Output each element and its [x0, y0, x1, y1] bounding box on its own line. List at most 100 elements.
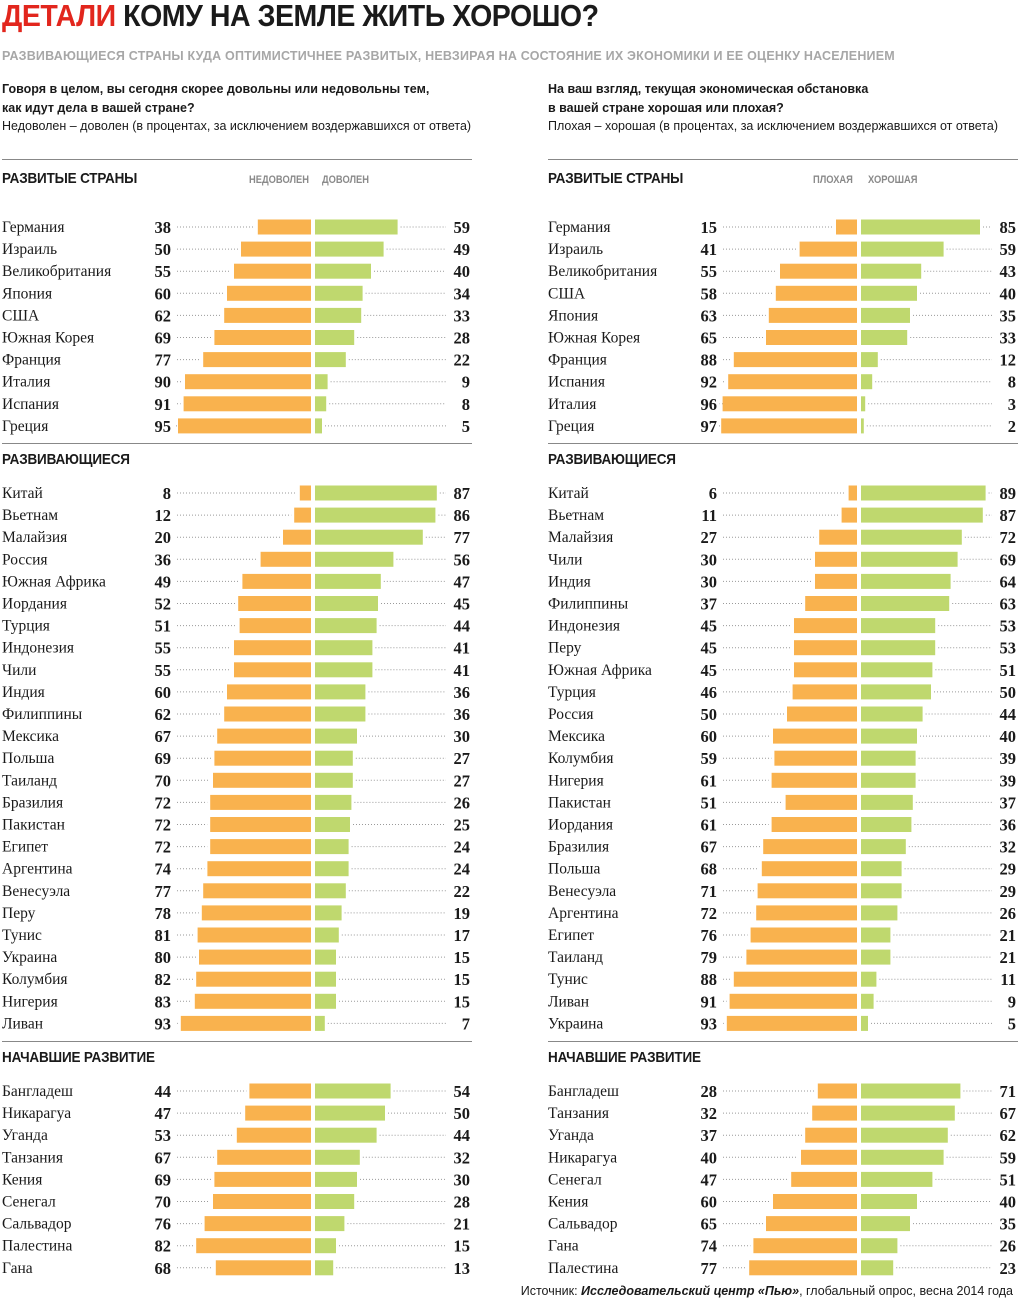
country-label: Танзания	[548, 1105, 609, 1122]
negative-bar	[722, 396, 857, 412]
negative-bar	[801, 1149, 857, 1165]
negative-value-label: 36	[155, 550, 172, 569]
positive-value-label: 39	[1000, 749, 1017, 768]
negative-value-label: 30	[701, 572, 718, 591]
country-label: Перу	[2, 905, 36, 922]
positive-bar	[315, 662, 373, 678]
positive-value-label: 64	[1000, 572, 1017, 591]
positive-value-label: 44	[454, 1126, 471, 1145]
negative-value-label: 60	[701, 1193, 718, 1212]
positive-value-label: 40	[1000, 727, 1017, 746]
positive-bar	[315, 750, 353, 766]
right-legend-negative: ПЛОХАЯ	[813, 174, 853, 186]
positive-bar	[315, 352, 346, 368]
positive-value-label: 15	[454, 1237, 471, 1256]
negative-value-label: 62	[155, 306, 172, 325]
negative-bar	[227, 684, 311, 700]
negative-bar	[203, 352, 311, 368]
negative-bar	[207, 861, 311, 877]
positive-value-label: 19	[454, 904, 471, 923]
positive-value-label: 45	[454, 595, 471, 614]
positive-value-label: 22	[454, 882, 471, 901]
negative-bar	[761, 861, 857, 877]
country-label: Тунис	[2, 927, 42, 944]
negative-bar	[249, 1083, 311, 1099]
positive-bar	[861, 307, 910, 323]
negative-bar	[224, 706, 311, 722]
country-label: Германия	[2, 219, 64, 236]
positive-bar	[861, 1105, 955, 1121]
negative-bar	[817, 1083, 857, 1099]
country-label: Бразилия	[2, 794, 63, 811]
positive-bar	[861, 1194, 917, 1209]
country-label: Иордания	[2, 596, 67, 613]
positive-value-label: 30	[454, 1170, 471, 1189]
negative-bar	[794, 618, 857, 634]
negative-value-label: 93	[701, 1014, 718, 1033]
negative-value-label: 68	[155, 1259, 172, 1278]
left-section-developing: РАЗВИВАЮЩИЕСЯ	[2, 451, 130, 468]
positive-bar	[315, 330, 355, 345]
country-label: Малайзия	[2, 529, 67, 546]
positive-value-label: 59	[454, 218, 471, 237]
right-section-developed: РАЗВИТЫЕ СТРАНЫ	[548, 170, 684, 187]
negative-bar	[771, 772, 857, 788]
negative-value-label: 62	[155, 705, 172, 724]
positive-bar	[315, 971, 336, 987]
positive-value-label: 49	[454, 240, 471, 259]
negative-value-label: 41	[701, 240, 718, 259]
negative-bar	[214, 750, 311, 766]
country-label: Израиль	[2, 241, 57, 258]
positive-value-label: 67	[1000, 1104, 1017, 1123]
positive-bar	[315, 927, 339, 943]
positive-value-label: 15	[454, 948, 471, 967]
country-label: Китай	[548, 485, 589, 502]
country-label: США	[548, 285, 586, 302]
country-label: Россия	[2, 551, 48, 568]
negative-bar	[726, 1015, 857, 1031]
negative-bar	[260, 551, 311, 567]
positive-bar	[315, 596, 378, 611]
negative-value-label: 69	[155, 329, 172, 348]
negative-value-label: 20	[155, 528, 172, 547]
positive-bar	[861, 418, 864, 434]
negative-bar	[215, 1260, 311, 1276]
positive-value-label: 26	[1000, 904, 1017, 923]
negative-bar	[785, 794, 857, 810]
left-section-developed: РАЗВИТЫЕ СТРАНЫ	[2, 170, 138, 187]
positive-value-label: 24	[454, 860, 471, 879]
left-section-emerging: НАЧАВШИЕ РАЗВИТИЕ	[2, 1049, 155, 1066]
source-prefix: Источник:	[520, 1284, 582, 1298]
negative-value-label: 95	[155, 417, 172, 436]
country-label: Венесуэла	[548, 883, 616, 900]
right-section-developing: РАЗВИВАЮЩИЕСЯ	[548, 451, 676, 468]
country-label: Польша	[548, 861, 600, 878]
negative-bar	[201, 905, 311, 921]
positive-bar	[315, 706, 366, 722]
negative-bar	[780, 263, 857, 279]
country-label: Филиппины	[2, 706, 83, 723]
negative-bar	[771, 817, 857, 832]
positive-value-label: 21	[1000, 926, 1017, 945]
negative-value-label: 60	[701, 727, 718, 746]
positive-value-label: 59	[1000, 240, 1017, 259]
positive-bar	[315, 1171, 357, 1187]
negative-value-label: 55	[155, 639, 172, 658]
negative-bar	[236, 1127, 311, 1143]
country-label: Аргентина	[548, 905, 619, 922]
positive-bar	[861, 1127, 948, 1143]
country-label: Нигерия	[548, 772, 604, 789]
positive-value-label: 34	[454, 284, 471, 303]
positive-bar	[315, 817, 350, 832]
positive-bar	[861, 1260, 894, 1276]
positive-value-label: 29	[1000, 882, 1017, 901]
positive-bar	[861, 662, 933, 678]
positive-value-label: 39	[1000, 771, 1017, 790]
positive-bar	[861, 817, 912, 832]
positive-bar	[861, 728, 917, 744]
positive-value-label: 53	[1000, 639, 1017, 658]
positive-value-label: 59	[1000, 1148, 1017, 1167]
negative-value-label: 44	[155, 1082, 172, 1101]
positive-bar	[315, 794, 352, 810]
negative-value-label: 27	[701, 528, 718, 547]
